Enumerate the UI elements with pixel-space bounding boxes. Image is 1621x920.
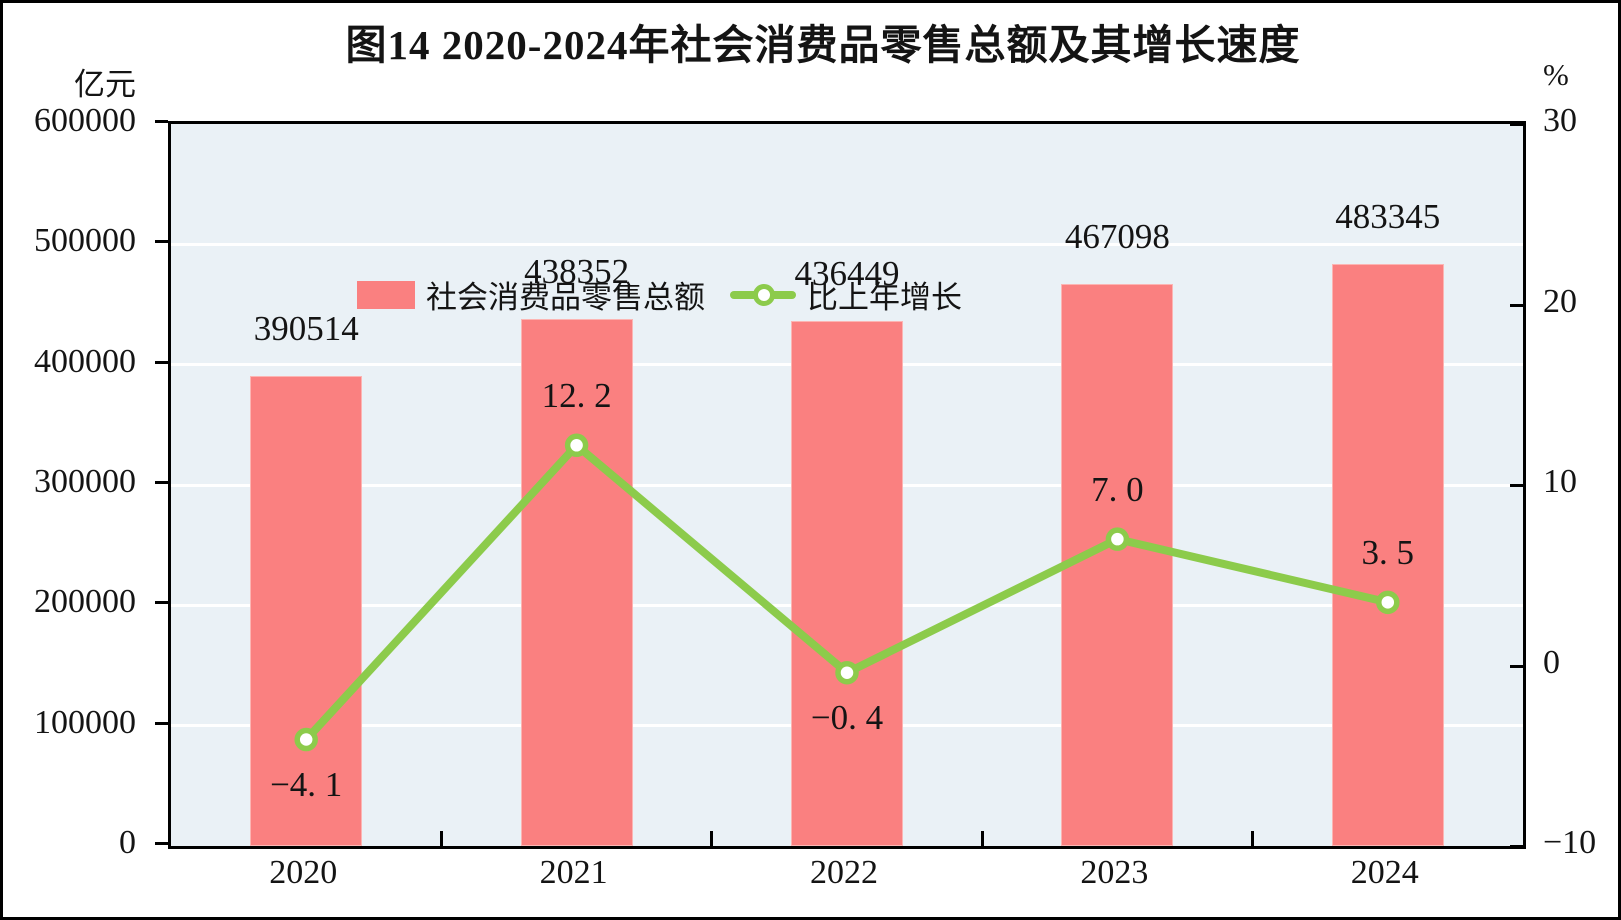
growth-value-label: −0. 4 — [810, 697, 884, 737]
line-marker — [294, 727, 318, 752]
x-axis-tick-label: 2020 — [269, 854, 338, 891]
x-axis-tick-mark — [980, 831, 984, 846]
x-axis-tick-mark — [1251, 831, 1255, 846]
left-axis-tick-label: 600000 — [34, 102, 136, 139]
plot-inner: 390514 438352 436449 467098 483345 −4. 1 12. 2… — [171, 123, 1523, 848]
x-axis-tick-mark — [710, 831, 714, 846]
left-axis-tick-mark — [155, 481, 168, 484]
legend-line-marker-icon — [753, 283, 775, 306]
left-axis-unit: 亿元 — [74, 67, 136, 102]
legend-line-label: 比上年增长 — [807, 280, 962, 315]
right-axis-tick-mark — [1510, 484, 1523, 487]
left-axis-tick-label: 100000 — [34, 703, 136, 741]
bar-value-label: 438352 — [524, 251, 630, 291]
bar-value-label: 390514 — [253, 309, 359, 349]
bar-value-label: 483345 — [1335, 197, 1441, 237]
right-axis-tick-label: −10 — [1543, 824, 1597, 861]
right-axis-tick-label: 20 — [1543, 282, 1577, 320]
right-axis-tick-label: 0 — [1543, 643, 1560, 681]
right-axis-tick-mark — [1510, 845, 1523, 848]
right-axis-tick-mark — [1510, 123, 1523, 126]
right-axis-tick-mark — [1510, 664, 1523, 668]
left-axis-tick-mark — [155, 842, 168, 845]
x-axis-tick-label: 2023 — [1080, 854, 1149, 891]
gridline — [171, 242, 1523, 246]
line-marker — [835, 660, 859, 685]
left-axis-tick-mark — [155, 360, 168, 364]
right-axis-tick-mark — [1510, 303, 1523, 307]
right-axis-unit: % — [1543, 57, 1569, 92]
left-axis-tick-label: 500000 — [34, 222, 136, 260]
right-axis-tick-label: 10 — [1543, 463, 1577, 500]
bar — [520, 318, 633, 846]
left-axis-tick-label: 400000 — [34, 342, 136, 380]
growth-value-label: 3. 5 — [1361, 533, 1415, 573]
left-axis-tick-mark — [155, 240, 168, 244]
x-axis-tick-label: 2022 — [810, 854, 878, 891]
left-axis-tick-mark — [155, 120, 168, 123]
x-axis-tick-label: 2024 — [1350, 854, 1419, 891]
growth-value-label: 12. 2 — [541, 376, 612, 416]
bar-value-label: 467098 — [1064, 216, 1170, 256]
legend-line-sample-icon — [730, 281, 796, 309]
line-marker — [564, 433, 589, 458]
growth-value-label: −4. 1 — [270, 764, 343, 804]
left-axis-tick-label: 300000 — [34, 463, 136, 500]
legend-bar-swatch-icon — [357, 280, 415, 309]
legend-bar-label: 社会消费品零售总额 — [426, 280, 705, 315]
x-axis-tick-mark — [439, 831, 443, 846]
left-axis-tick-mark — [155, 601, 168, 605]
left-axis-tick-label: 0 — [119, 824, 136, 861]
legend: 社会消费品零售总额 比上年增长 — [357, 272, 962, 317]
line-marker — [1105, 527, 1130, 551]
growth-line — [294, 433, 1400, 752]
plot-area: 390514 438352 436449 467098 483345 −4. 1 12. 2… — [168, 121, 1526, 849]
chart-title: 图14 2020-2024年社会消费品零售总额及其增长速度 — [345, 22, 1301, 68]
growth-value-label: 7. 0 — [1091, 470, 1144, 510]
bar — [791, 320, 903, 846]
line-marker — [1376, 590, 1400, 615]
left-axis-tick-label: 200000 — [34, 583, 136, 621]
bar — [1061, 283, 1174, 846]
growth-line-path — [302, 441, 1392, 744]
right-axis-tick-label: 30 — [1543, 102, 1577, 139]
x-axis-tick-label: 2021 — [539, 854, 608, 891]
bar — [1331, 264, 1444, 846]
bar — [250, 376, 363, 846]
left-axis-tick-mark — [155, 721, 168, 725]
bar-value-label: 436449 — [794, 253, 900, 293]
